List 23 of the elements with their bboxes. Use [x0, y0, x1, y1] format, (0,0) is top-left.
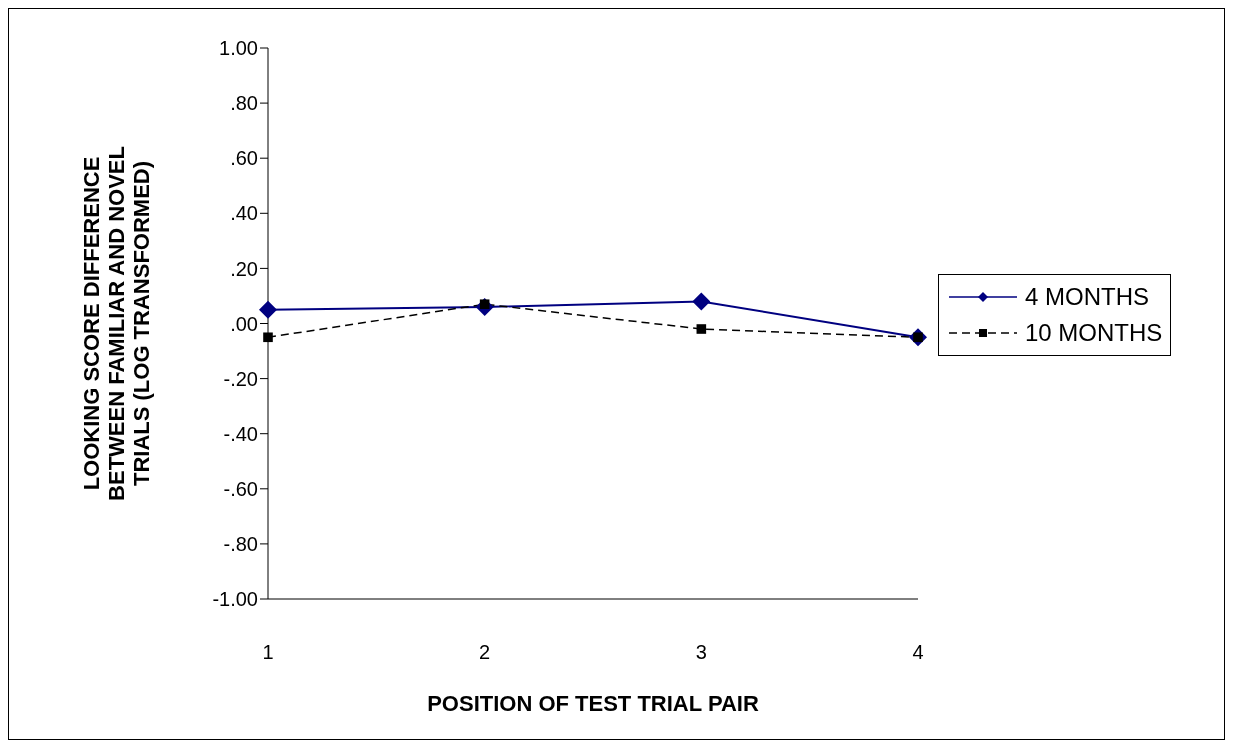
- y-tick-label: .60: [230, 147, 258, 170]
- point: [696, 324, 707, 334]
- y-tick-label: .40: [230, 202, 258, 225]
- legend-label: 4 MONTHS: [1025, 283, 1150, 311]
- point: [692, 292, 711, 311]
- legend-label: 10 MONTHS: [1025, 319, 1163, 347]
- point: [259, 300, 277, 319]
- y-tick-label: -.20: [223, 367, 258, 390]
- y-tick-label: -.60: [223, 477, 258, 500]
- y-tick-label: -1.00: [212, 588, 258, 611]
- x-tick-label: 3: [695, 641, 707, 664]
- x-tick-label: 1: [262, 641, 274, 664]
- x-tick-label: 2: [479, 641, 491, 664]
- y-tick-label: .20: [230, 257, 258, 280]
- x-tick-label: 4: [912, 641, 924, 664]
- y-tick-label: 1.00: [219, 37, 258, 60]
- point: [263, 332, 273, 343]
- y-tick-label: -.80: [223, 533, 258, 555]
- x-axis-title: POSITION OF TEST TRIAL PAIR: [427, 691, 759, 716]
- y-tick-label: .00: [230, 312, 258, 335]
- y-tick-label: .80: [230, 92, 258, 115]
- y-axis-title: LOOKING SCORE DIFFERENCE BETWEEN FAMILIAR AND NOVEL TRIALS (LOG TRANSFORMED): [79, 146, 154, 501]
- y-tick-label: -.40: [223, 422, 258, 445]
